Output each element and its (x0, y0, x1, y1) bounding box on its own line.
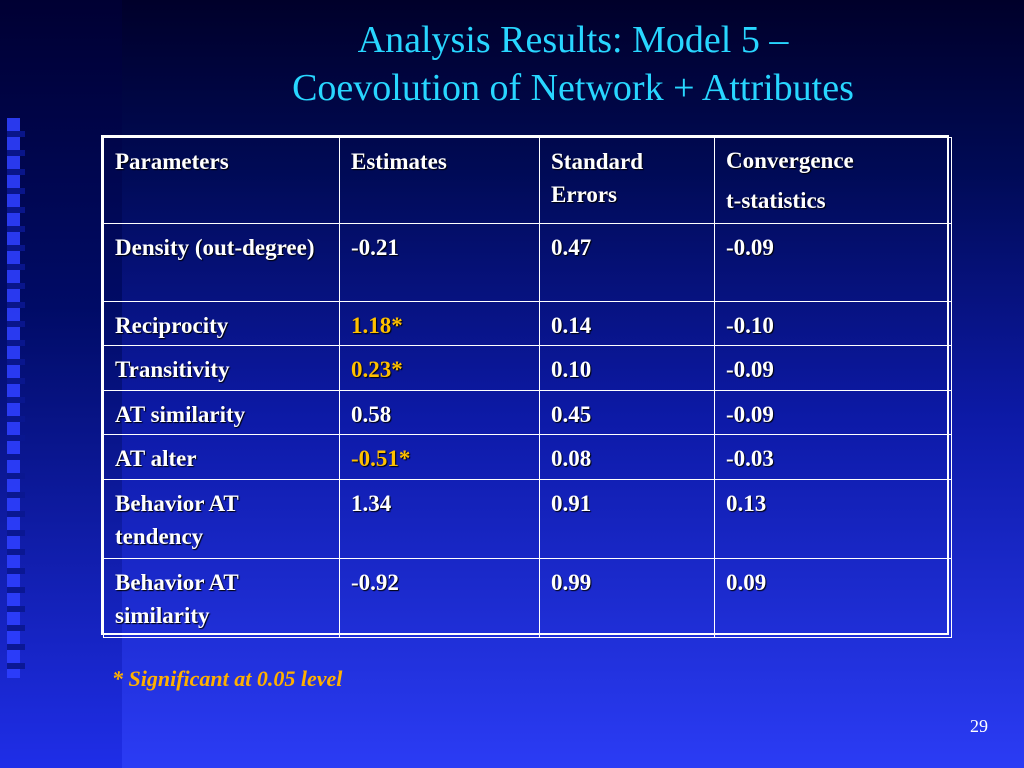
table-row: AT alter -0.51* 0.08 -0.03 (103, 434, 952, 480)
se-cell: 0.99 (539, 558, 715, 638)
t-stat-cell: -0.09 (714, 345, 952, 391)
t-stat-cell: 0.09 (714, 558, 952, 638)
param-cell: Behavior AT tendency (103, 479, 340, 559)
table-row: Density (out-degree) -0.21 0.47 -0.09 (103, 223, 952, 302)
estimate-cell: 1.34 (339, 479, 540, 559)
header-standard-errors: Standard Errors (539, 137, 715, 224)
results-table: Parameters Estimates Standard Errors Con… (101, 135, 952, 638)
param-cell: Transitivity (103, 345, 340, 391)
header-convergence-line-2: t-statistics (726, 188, 826, 213)
se-cell: 0.14 (539, 301, 715, 346)
title-line-2: Coevolution of Network + Attributes (292, 67, 854, 109)
table-row: Reciprocity 1.18* 0.14 -0.10 (103, 301, 952, 346)
t-stat-cell: -0.10 (714, 301, 952, 346)
decor-squares (7, 118, 25, 678)
table-row: Behavior AT tendency 1.34 0.91 0.13 (103, 479, 952, 559)
estimate-cell-significant: 0.23* (339, 345, 540, 391)
title-line-1: Analysis Results: Model 5 – (357, 19, 789, 61)
param-cell: AT similarity (103, 390, 340, 435)
estimate-cell: -0.21 (339, 223, 540, 302)
param-cell: Reciprocity (103, 301, 340, 346)
t-stat-cell: -0.09 (714, 223, 952, 302)
se-cell: 0.47 (539, 223, 715, 302)
table-header-row: Parameters Estimates Standard Errors Con… (103, 137, 952, 224)
se-cell: 0.45 (539, 390, 715, 435)
se-cell: 0.10 (539, 345, 715, 391)
estimate-cell-significant: -0.51* (339, 434, 540, 480)
param-cell: AT alter (103, 434, 340, 480)
se-cell: 0.91 (539, 479, 715, 559)
slide-title: Analysis Results: Model 5 – Coevolution … (122, 16, 1024, 112)
table-row: Transitivity 0.23* 0.10 -0.09 (103, 345, 952, 391)
header-convergence: Convergence t-statistics (714, 137, 952, 224)
t-stat-cell: -0.09 (714, 390, 952, 435)
header-parameters: Parameters (103, 137, 340, 224)
se-cell: 0.08 (539, 434, 715, 480)
estimate-cell-significant: 1.18* (339, 301, 540, 346)
table-row: AT similarity 0.58 0.45 -0.09 (103, 390, 952, 435)
estimate-cell: 0.58 (339, 390, 540, 435)
t-stat-cell: -0.03 (714, 434, 952, 480)
header-estimates: Estimates (339, 137, 540, 224)
param-cell: Behavior AT similarity (103, 558, 340, 638)
significance-footnote: * Significant at 0.05 level (112, 666, 343, 691)
estimate-cell: -0.92 (339, 558, 540, 638)
page-number: 29 (970, 716, 988, 736)
header-convergence-line-1: Convergence (726, 148, 854, 173)
table-row: Behavior AT similarity -0.92 0.99 0.09 (103, 558, 952, 638)
param-cell: Density (out-degree) (103, 223, 340, 302)
t-stat-cell: 0.13 (714, 479, 952, 559)
